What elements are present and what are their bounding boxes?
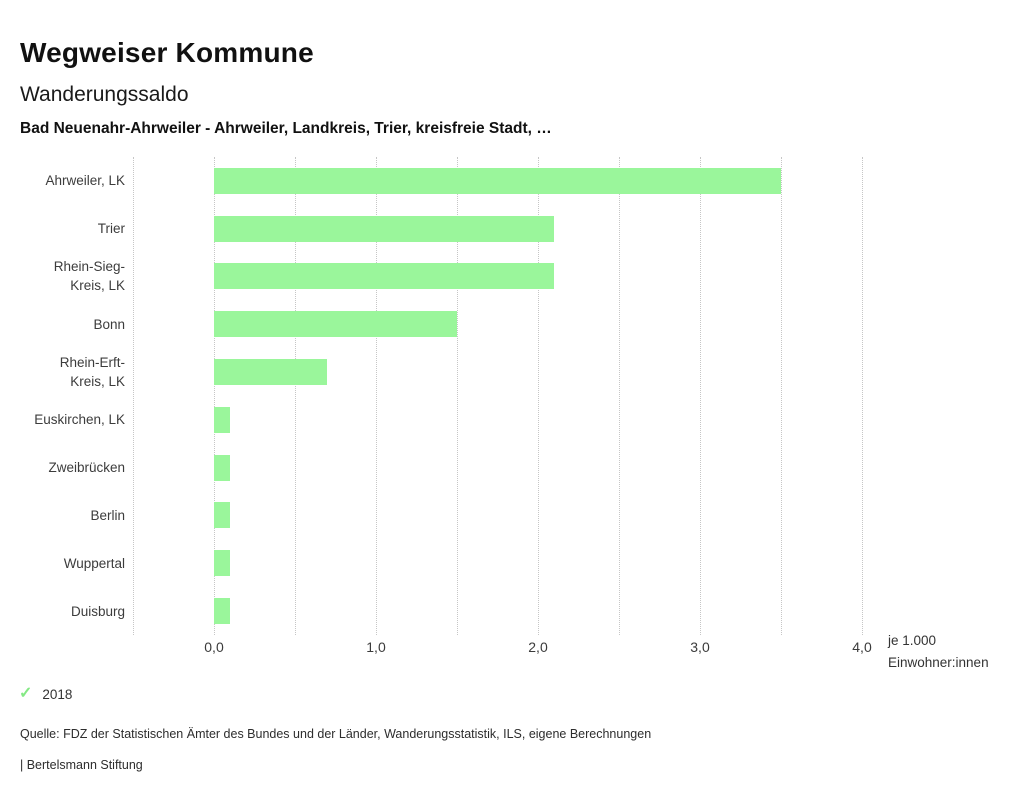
check-icon: ✓ bbox=[19, 685, 33, 702]
bar[interactable] bbox=[214, 598, 231, 625]
gridline bbox=[619, 157, 620, 635]
app-title: Wegweiser Kommune bbox=[20, 36, 314, 68]
branding-note: | Bertelsmann Stiftung bbox=[20, 758, 143, 772]
chart-row: Bonn bbox=[0, 300, 1024, 348]
selected-regions-subtitle: Bad Neuenahr-Ahrweiler - Ahrweiler, Land… bbox=[20, 119, 552, 137]
category-label: Trier bbox=[97, 221, 125, 237]
gridline bbox=[295, 157, 296, 635]
chart-row: Rhein-Sieg- Kreis, LK bbox=[0, 253, 1024, 301]
category-label: Rhein-Erft- Kreis, LK bbox=[59, 355, 125, 390]
source-note: Quelle: FDZ der Statistischen Ämter des … bbox=[20, 727, 652, 741]
legend-year-toggle[interactable]: ✓ 2018 bbox=[19, 686, 72, 702]
x-axis-unit-label: je 1.000 Einwohner:innen bbox=[888, 630, 989, 673]
chart-row: Duisburg bbox=[0, 587, 1024, 635]
category-label: Berlin bbox=[90, 507, 125, 523]
chart-row: Wuppertal bbox=[0, 539, 1024, 587]
bar[interactable] bbox=[214, 454, 231, 481]
gridline bbox=[862, 157, 863, 635]
gridline bbox=[538, 157, 539, 635]
chart-row: Zweibrücken bbox=[0, 444, 1024, 492]
bar[interactable] bbox=[214, 359, 328, 386]
x-tick-label: 4,0 bbox=[852, 639, 872, 655]
x-tick-label: 3,0 bbox=[690, 639, 710, 655]
x-axis-unit-line1: je 1.000 bbox=[888, 633, 937, 648]
gridline bbox=[133, 157, 134, 635]
gridline bbox=[457, 157, 458, 635]
chart-row: Berlin bbox=[0, 492, 1024, 540]
gridline bbox=[214, 157, 215, 635]
x-tick-label: 2,0 bbox=[528, 639, 548, 655]
x-tick-label: 0,0 bbox=[204, 639, 224, 655]
legend-year-label: 2018 bbox=[42, 686, 73, 702]
category-label: Zweibrücken bbox=[48, 460, 125, 476]
category-label: Ahrweiler, LK bbox=[45, 173, 125, 189]
bar[interactable] bbox=[214, 406, 231, 433]
gridline bbox=[376, 157, 377, 635]
gridline bbox=[781, 157, 782, 635]
x-tick-label: 1,0 bbox=[366, 639, 386, 655]
bar[interactable] bbox=[214, 311, 457, 338]
category-label: Rhein-Sieg- Kreis, LK bbox=[53, 259, 125, 294]
bar[interactable] bbox=[214, 502, 231, 529]
bar[interactable] bbox=[214, 550, 231, 577]
category-label: Duisburg bbox=[70, 603, 125, 619]
chart-row: Rhein-Erft- Kreis, LK bbox=[0, 348, 1024, 396]
category-label: Euskirchen, LK bbox=[34, 412, 125, 428]
chart-row: Ahrweiler, LK bbox=[0, 157, 1024, 205]
chart-title: Wanderungssaldo bbox=[20, 83, 189, 107]
category-label: Bonn bbox=[93, 316, 125, 332]
chart-row: Euskirchen, LK bbox=[0, 396, 1024, 444]
x-axis-unit-line2: Einwohner:innen bbox=[888, 654, 989, 670]
bar[interactable] bbox=[214, 167, 781, 194]
bar[interactable] bbox=[214, 263, 555, 290]
bar-chart: Ahrweiler, LK Trier Rhein-Sieg- Kreis, LK B… bbox=[0, 157, 1024, 635]
category-label: Wuppertal bbox=[63, 555, 125, 571]
chart-row: Trier bbox=[0, 205, 1024, 253]
bar[interactable] bbox=[214, 215, 555, 242]
gridline bbox=[700, 157, 701, 635]
